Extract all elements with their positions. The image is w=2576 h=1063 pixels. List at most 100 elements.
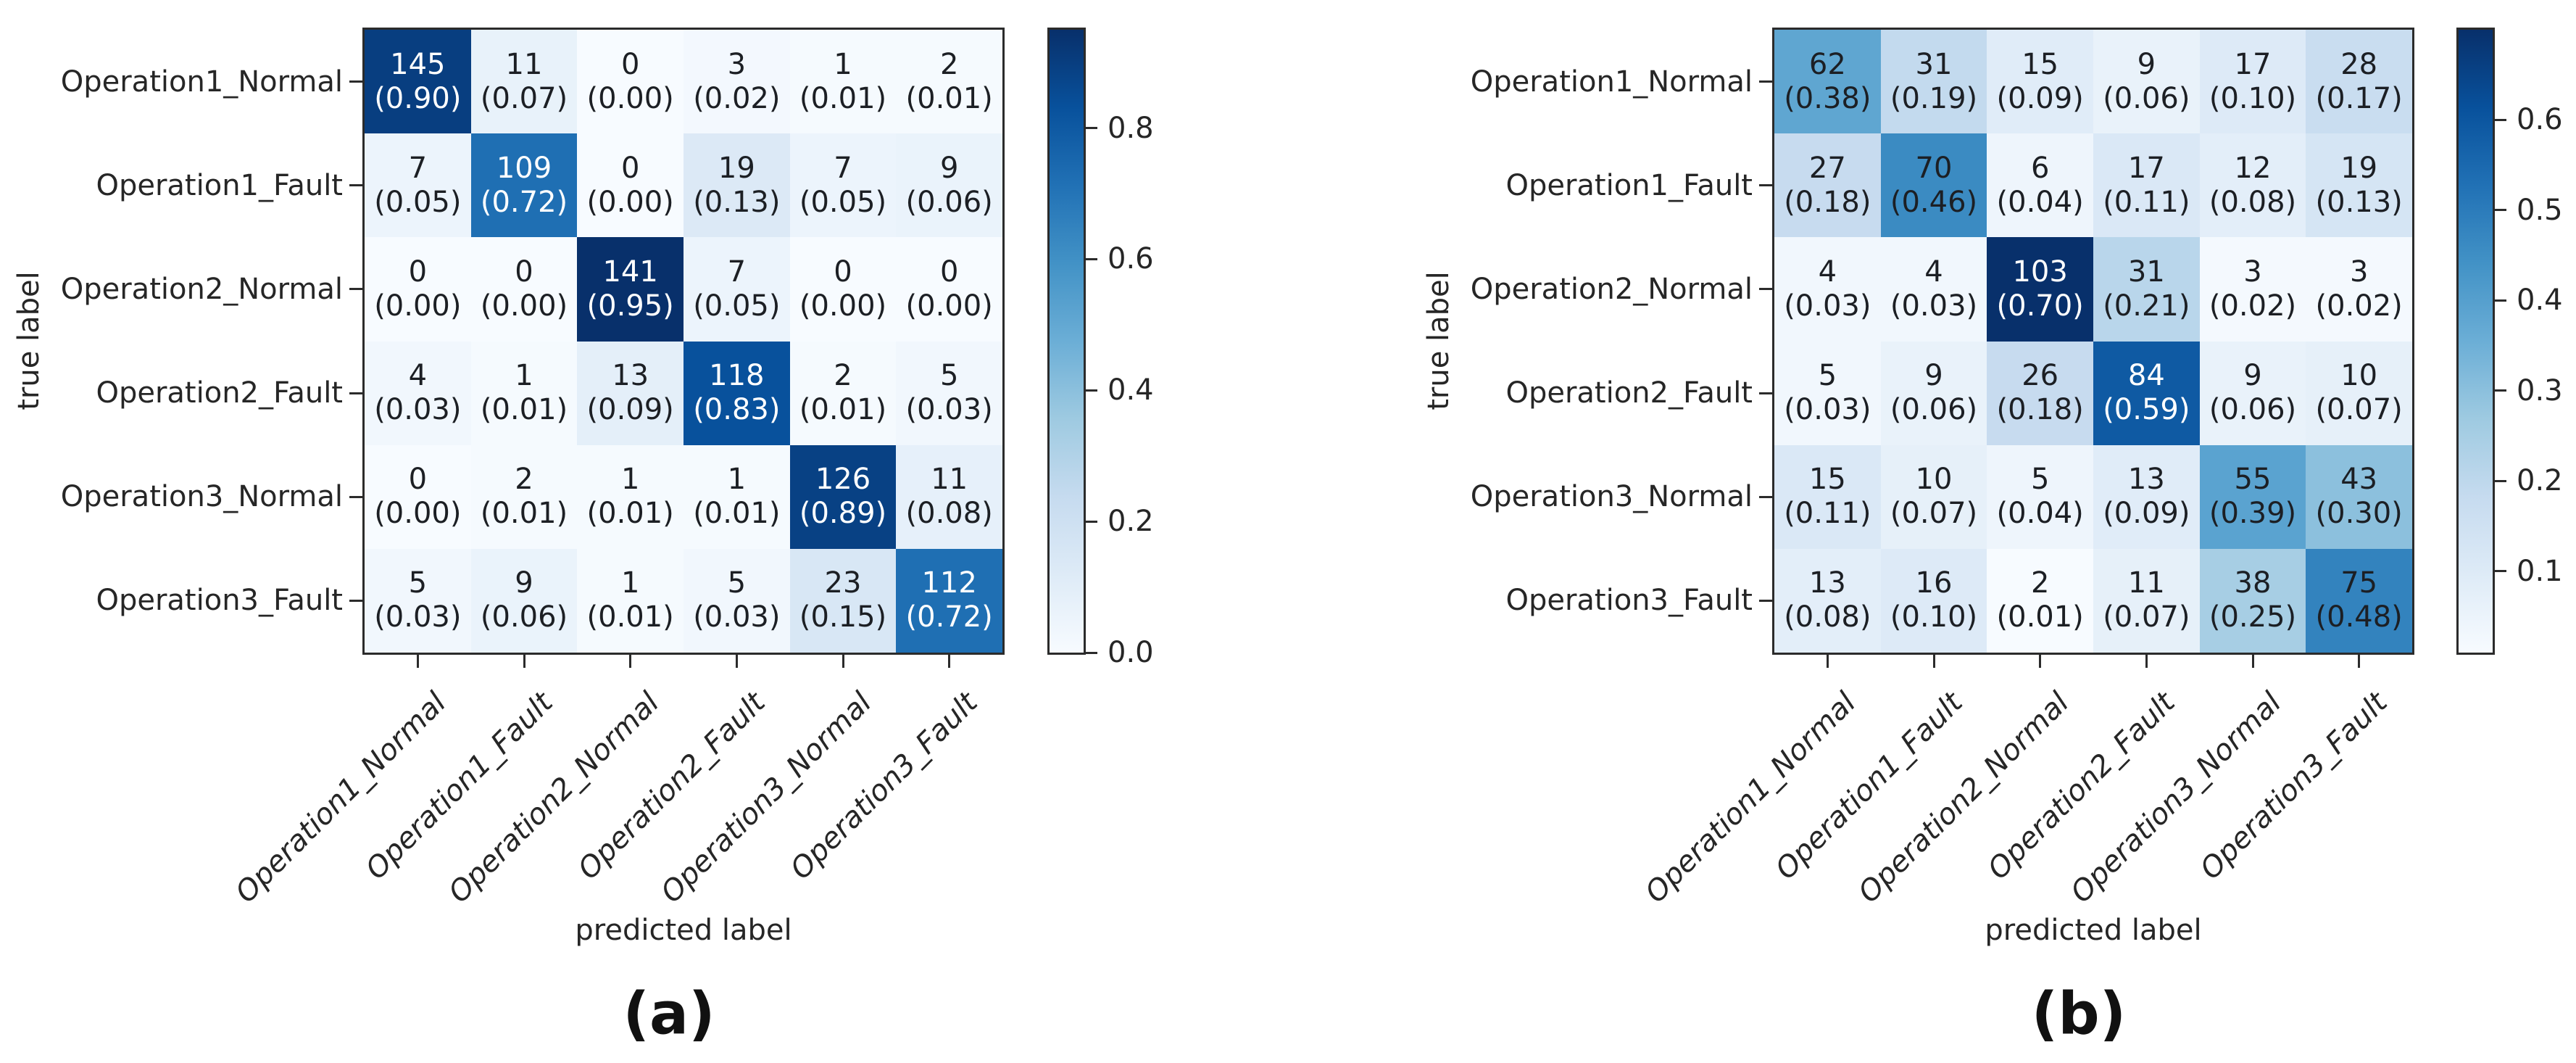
colorbar-tick-label: 0.2 xyxy=(1108,505,1154,539)
cell-proportion: (0.04) xyxy=(1996,497,2084,531)
cell-proportion: (0.05) xyxy=(374,185,462,219)
cell-count: 1 xyxy=(834,47,852,81)
cell-proportion: (0.00) xyxy=(374,497,462,531)
y-tick xyxy=(1759,392,1772,394)
cell-count: 13 xyxy=(2127,463,2165,497)
cell-proportion: (0.15) xyxy=(799,600,887,634)
heatmap-a: 145 (0.90) 11 (0.07) 0 (0.00) 3 (0.02) 1 (0.01) 2(… xyxy=(362,28,1005,655)
cell-proportion: (0.06) xyxy=(905,185,993,219)
cell-proportion: (0.09) xyxy=(2103,497,2190,531)
heatmap-cell: 28 (0.17) xyxy=(2306,30,2412,134)
cell-proportion: (0.03) xyxy=(1890,289,1978,323)
heatmap-cell: 7 (0.05) xyxy=(684,237,790,342)
row-label: Operation1_Fault xyxy=(96,168,343,202)
heatmap-cell: 0 (0.00) xyxy=(365,237,471,342)
y-tick xyxy=(349,184,362,187)
cell-proportion: (0.07) xyxy=(2315,393,2403,427)
heatmap-cell: 13 (0.09) xyxy=(577,341,684,445)
cell-proportion: (0.03) xyxy=(693,600,781,634)
cell-proportion: (0.08) xyxy=(2209,185,2297,219)
cell-proportion: (0.01) xyxy=(586,497,674,531)
colorbar-tick xyxy=(1086,257,1097,260)
x-tick xyxy=(1826,655,1829,668)
col-label: Operation3_Fault xyxy=(784,686,985,886)
y-tick xyxy=(349,288,362,291)
y-tick xyxy=(349,392,362,394)
colorbar-tick-label: 0.0 xyxy=(1108,636,1154,669)
cell-count: 3 xyxy=(2243,255,2262,289)
x-tick xyxy=(948,655,951,668)
col-label: Operation1_Fault xyxy=(1769,686,1969,886)
cell-proportion: (0.83) xyxy=(693,393,781,427)
heatmap-cell: 26 (0.18) xyxy=(1987,341,2093,445)
x-axis-label: predicted label xyxy=(575,914,792,947)
cell-count: 3 xyxy=(2349,255,2369,289)
colorbar-tick xyxy=(2495,299,2506,302)
cell-count: 19 xyxy=(2340,151,2378,185)
cell-proportion: (0.07) xyxy=(1890,497,1978,531)
cell-proportion: (0.72) xyxy=(905,600,993,634)
col-label: Operation2_Normal xyxy=(1851,686,2076,910)
cell-proportion: (0.19) xyxy=(1890,81,1978,115)
cell-count: 6 xyxy=(2030,151,2050,185)
cell-count: 4 xyxy=(408,359,428,393)
heatmap-cell: 10 (0.07) xyxy=(2306,341,2412,445)
heatmap-cell: 0 (0.00) xyxy=(896,237,1002,342)
cell-proportion: (0.08) xyxy=(905,497,993,531)
cell-count: 9 xyxy=(1924,359,1943,393)
heatmap-cell: 2 (0.01) xyxy=(1987,548,2093,653)
heatmap-cell: 17 (0.10) xyxy=(2199,30,2306,134)
heatmap-cell: 70 (0.46) xyxy=(1880,133,1987,238)
heatmap-cell: 7 (0.05) xyxy=(365,133,471,238)
cell-proportion: (0.01) xyxy=(586,600,674,634)
x-tick xyxy=(416,655,419,668)
heatmap-cell: 17 (0.11) xyxy=(2093,133,2200,238)
cell-proportion: (0.01) xyxy=(480,393,568,427)
cell-proportion: (0.00) xyxy=(586,81,674,115)
cell-count: 145 xyxy=(390,47,446,81)
colorbar-tick-label: 0.3 xyxy=(2517,373,2563,408)
heatmap-cell: 43 (0.30) xyxy=(2306,444,2412,549)
cell-proportion: (0.01) xyxy=(693,497,781,531)
cell-count: 1 xyxy=(727,463,747,497)
cell-proportion: (0.89) xyxy=(799,497,887,531)
colorbar-tick-label: 0.1 xyxy=(2517,554,2563,588)
cell-count: 19 xyxy=(718,151,755,185)
cell-count: 23 xyxy=(824,566,862,600)
cell-count: 9 xyxy=(939,151,959,185)
col-label: Operation2_Normal xyxy=(441,686,666,910)
heatmap-cell: 15 (0.09) xyxy=(1987,30,2093,134)
cell-proportion: (0.46) xyxy=(1890,185,1978,219)
heatmap-cell: 38 (0.25) xyxy=(2199,548,2306,653)
cell-proportion: (0.18) xyxy=(1784,185,1871,219)
heatmap-cell: 5 (0.03) xyxy=(365,548,471,653)
heatmap-cell: 23 (0.15) xyxy=(789,548,897,653)
row-label: Operation2_Normal xyxy=(60,272,343,306)
cell-count: 5 xyxy=(727,566,747,600)
cell-proportion: (0.00) xyxy=(799,289,887,323)
cell-count: 109 xyxy=(496,151,552,185)
cell-count: 28 xyxy=(2340,47,2378,81)
heatmap-cell: 11 (0.08) xyxy=(896,444,1002,549)
cell-count: 7 xyxy=(727,255,747,289)
heatmap-b: 62 (0.38) 31 (0.19) 15 (0.09) 9 (0.06) 17 (0.10) 2… xyxy=(1772,28,2414,655)
cell-count: 31 xyxy=(2127,255,2165,289)
heatmap-cell: 31 (0.19) xyxy=(1880,30,1987,134)
row-label: Operation1_Normal xyxy=(60,65,343,99)
cell-count: 43 xyxy=(2340,463,2378,497)
cell-proportion: (0.09) xyxy=(1996,81,2084,115)
heatmap-cell: 0 (0.00) xyxy=(789,237,897,342)
heatmap-cell: 1 (0.01) xyxy=(789,30,897,134)
cell-proportion: (0.00) xyxy=(374,289,462,323)
cell-proportion: (0.11) xyxy=(1784,497,1871,531)
cell-count: 103 xyxy=(2012,255,2068,289)
heatmap-cell: 15 (0.11) xyxy=(1774,444,1881,549)
heatmap-cell: 0 (0.00) xyxy=(577,30,684,134)
x-tick xyxy=(2039,655,2042,668)
cell-proportion: (0.07) xyxy=(480,81,568,115)
heatmap-cell: 2 (0.01) xyxy=(789,341,897,445)
cell-proportion: (0.00) xyxy=(480,289,568,323)
cell-proportion: (0.05) xyxy=(693,289,781,323)
cell-count: 75 xyxy=(2340,566,2378,600)
cell-count: 0 xyxy=(515,255,533,289)
